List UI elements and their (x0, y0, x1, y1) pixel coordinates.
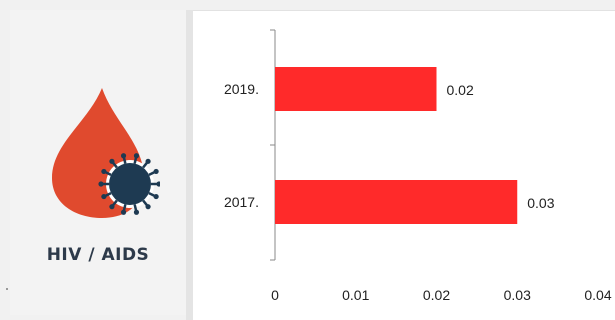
x-tick-label: 0.01 (342, 287, 369, 303)
virus-spike-tip (145, 204, 151, 210)
virus-spike-tip (101, 193, 107, 200)
virus-spike-tip (98, 181, 104, 187)
virus-spike-tip (109, 158, 115, 164)
virus-spike-tip (120, 209, 127, 215)
edge-mark (6, 288, 8, 290)
virus-spike-tip (145, 158, 151, 164)
category-label: 2019. (224, 81, 259, 97)
virus-spike-tip (133, 209, 140, 215)
virus-spike-tip (101, 168, 107, 175)
x-tick-label: 0.04 (584, 287, 611, 303)
virus-shape (98, 153, 160, 215)
category-label: 2017. (224, 194, 259, 210)
virus-spike-tip (153, 193, 159, 200)
virus-spike-tip (120, 153, 127, 159)
logo-label: HIV / AIDS (46, 245, 150, 265)
panel-divider (186, 10, 193, 320)
data-label: 0.03 (527, 195, 554, 211)
chart-panel (193, 10, 615, 320)
x-tick-label: 0.03 (504, 287, 531, 303)
bar (275, 67, 437, 111)
blood-drop-virus-icon (52, 88, 160, 218)
x-tick-label: 0.02 (423, 287, 450, 303)
x-tick-label: 0 (271, 287, 279, 303)
bar-chart: 0 0.01 0.02 0.03 0.04 2019. 0.02 2017. 0.03 (224, 29, 612, 303)
virus-body (109, 163, 151, 205)
virus-spike-tip (153, 168, 159, 175)
virus-spike-tip (156, 181, 160, 187)
chart-top-border (193, 10, 615, 11)
bar (275, 180, 518, 224)
virus-spike-tip (109, 204, 115, 210)
data-label: 0.02 (447, 82, 474, 98)
virus-spike-tip (133, 153, 140, 159)
